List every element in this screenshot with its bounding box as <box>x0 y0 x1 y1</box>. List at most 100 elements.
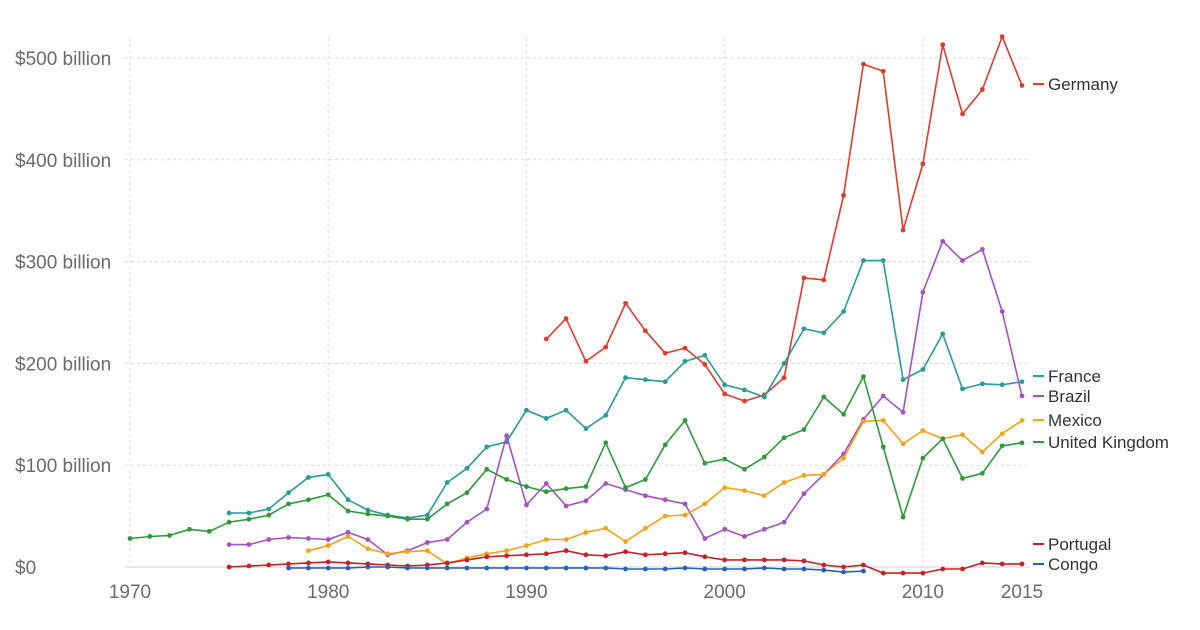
data-point <box>583 484 589 489</box>
data-point <box>662 497 668 503</box>
data-point <box>761 493 767 499</box>
data-point <box>524 502 529 508</box>
data-point <box>662 350 668 356</box>
data-point <box>325 537 331 542</box>
data-point <box>682 501 688 507</box>
data-point <box>543 481 549 486</box>
data-point <box>543 336 549 342</box>
data-point <box>385 513 391 519</box>
data-point <box>999 382 1005 388</box>
data-point <box>345 497 351 503</box>
data-point <box>1019 418 1025 423</box>
data-point <box>742 557 747 563</box>
data-point <box>801 427 807 432</box>
data-point <box>583 426 589 431</box>
data-point <box>246 516 252 522</box>
data-point <box>365 546 371 552</box>
data-point <box>524 543 529 549</box>
data-point <box>444 480 450 485</box>
data-point <box>702 460 708 466</box>
data-point <box>345 529 351 535</box>
data-point <box>484 444 490 450</box>
data-point <box>642 328 648 334</box>
data-point <box>920 289 926 295</box>
data-point <box>742 566 747 572</box>
y-tick-label: $500 billion <box>15 49 111 70</box>
data-point <box>682 345 688 351</box>
data-point <box>306 560 311 566</box>
data-point <box>127 536 133 541</box>
data-point <box>583 565 589 571</box>
legend-entry: France <box>1033 367 1101 386</box>
data-point <box>345 508 351 514</box>
data-point <box>583 498 589 504</box>
data-point <box>999 561 1005 567</box>
data-point <box>306 536 311 541</box>
data-point <box>761 565 767 571</box>
legend-label: Mexico <box>1048 411 1102 430</box>
data-point <box>226 510 232 516</box>
data-point <box>484 506 490 512</box>
data-point <box>484 565 490 571</box>
data-point <box>702 362 708 367</box>
data-point <box>861 562 866 568</box>
data-point <box>543 551 549 557</box>
data-point <box>306 548 311 554</box>
data-point <box>841 193 846 198</box>
data-point <box>504 433 510 439</box>
data-point <box>920 428 926 433</box>
data-point <box>325 492 331 498</box>
data-point <box>266 512 272 518</box>
data-point <box>801 558 807 564</box>
legend-entry: United Kingdom <box>1033 433 1169 452</box>
data-point <box>563 548 569 554</box>
data-point <box>900 441 906 447</box>
data-point <box>524 484 529 489</box>
data-point <box>940 566 946 572</box>
data-point <box>325 543 331 549</box>
data-point <box>464 519 470 525</box>
data-point <box>979 470 985 476</box>
data-point <box>524 407 529 413</box>
y-tick-label: $0 <box>15 558 36 579</box>
data-point <box>603 481 609 486</box>
data-point <box>385 551 391 557</box>
data-point <box>424 540 430 545</box>
data-point <box>642 525 648 531</box>
data-point <box>563 316 569 322</box>
data-point <box>325 471 331 477</box>
data-point <box>662 379 668 385</box>
data-point <box>722 382 728 388</box>
data-point <box>266 562 272 568</box>
data-point <box>841 309 846 314</box>
data-point <box>246 563 252 569</box>
data-point <box>801 326 807 332</box>
data-point <box>821 394 827 400</box>
data-point <box>405 565 410 571</box>
data-point <box>504 477 510 482</box>
data-point <box>960 566 965 572</box>
data-point <box>960 386 965 392</box>
series-line <box>229 240 1023 556</box>
series-line <box>129 375 1023 540</box>
data-point <box>999 34 1005 40</box>
data-point <box>424 565 430 571</box>
data-point <box>623 539 628 544</box>
series-line <box>308 419 1023 565</box>
data-point <box>563 503 569 509</box>
data-point <box>722 485 728 490</box>
data-point <box>979 560 985 566</box>
data-point <box>464 557 470 563</box>
data-point <box>1019 561 1025 567</box>
legend-label: United Kingdom <box>1048 433 1169 452</box>
data-point <box>563 565 569 571</box>
data-point <box>187 526 192 532</box>
data-point <box>702 501 708 507</box>
data-point <box>662 513 668 519</box>
series-united-kingdom <box>127 374 1025 541</box>
data-point <box>444 537 450 542</box>
data-point <box>722 557 728 563</box>
data-point <box>603 553 609 559</box>
data-point <box>979 246 985 252</box>
